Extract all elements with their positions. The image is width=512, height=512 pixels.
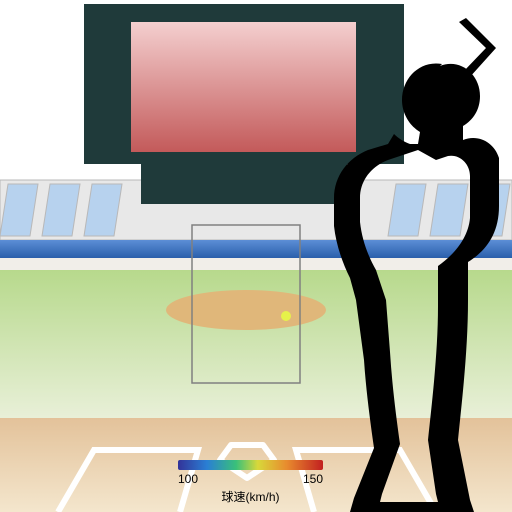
legend-ticks: 100 150 bbox=[178, 472, 323, 486]
legend-tick-min: 100 bbox=[178, 472, 198, 486]
speed-legend: 100 150 球速(km/h) bbox=[178, 460, 323, 505]
legend-label: 球速(km/h) bbox=[178, 488, 323, 505]
legend-tick-max: 150 bbox=[303, 472, 323, 486]
scene-svg bbox=[0, 0, 512, 512]
pitch-view: 100 150 球速(km/h) bbox=[0, 0, 512, 512]
legend-gradient-bar bbox=[178, 460, 323, 470]
